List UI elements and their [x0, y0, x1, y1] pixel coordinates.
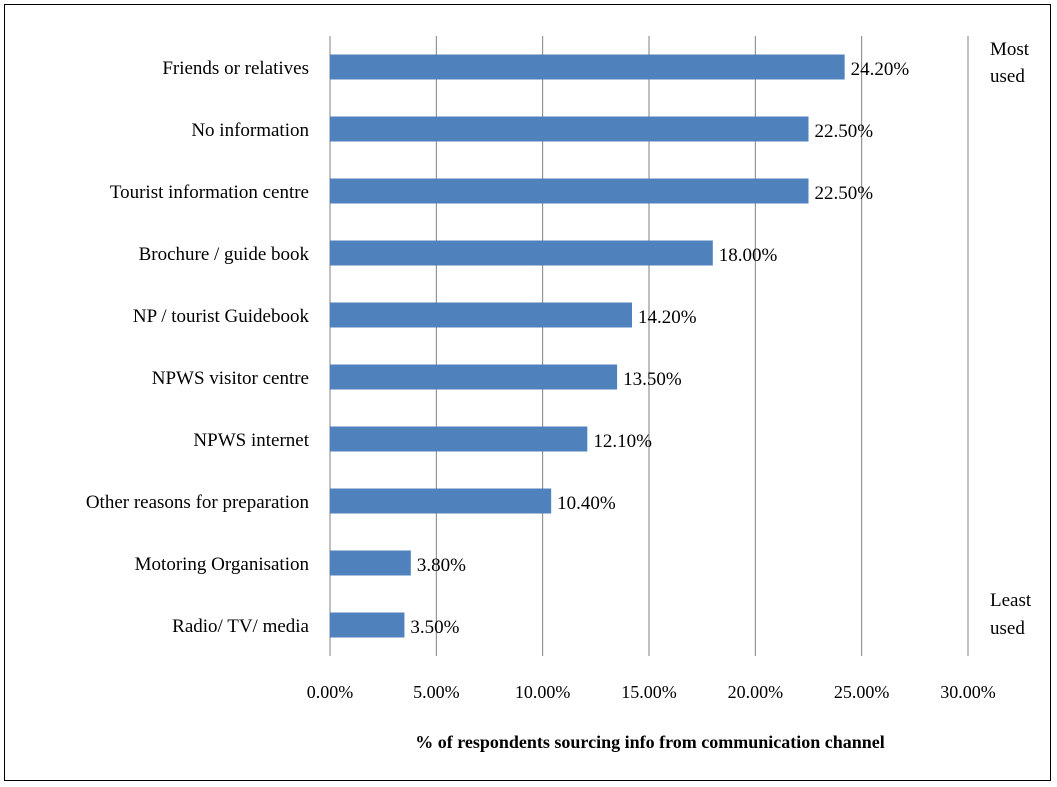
value-label-6: 12.10% — [593, 431, 652, 452]
category-labels: Friends or relatives No information Touris… — [86, 58, 310, 637]
value-label-5: 13.50% — [623, 369, 682, 390]
x-tick-label-3: 15.00% — [621, 682, 677, 702]
x-tick-labels: 0.00% 5.00% 10.00% 15.00% 20.00% 25.00% 30.00% — [307, 682, 996, 702]
value-label-3: 18.00% — [719, 245, 778, 266]
bar-0 — [330, 55, 845, 80]
category-label-8: Motoring Organisation — [135, 554, 310, 575]
annotation-most: Most — [990, 39, 1030, 60]
value-label-7: 10.40% — [557, 493, 616, 514]
x-tick-label-4: 20.00% — [728, 682, 784, 702]
category-label-9: Radio/ TV/ media — [172, 616, 309, 637]
bar-2 — [330, 179, 809, 204]
bar-9 — [330, 613, 404, 638]
category-label-7: Other reasons for preparation — [86, 492, 310, 513]
value-label-9: 3.50% — [410, 617, 459, 638]
value-label-0: 24.20% — [851, 59, 910, 80]
x-tick-label-5: 25.00% — [834, 682, 890, 702]
bar-3 — [330, 241, 713, 266]
x-tick-label-0: 0.00% — [307, 682, 354, 702]
category-label-1: No information — [191, 120, 309, 141]
bar-7 — [330, 489, 551, 514]
value-label-8: 3.80% — [417, 555, 466, 576]
x-axis-label: % of respondents sourcing info from comm… — [415, 732, 885, 752]
bar-4 — [330, 303, 632, 328]
bar-5 — [330, 365, 617, 390]
bar-8 — [330, 551, 411, 576]
category-label-3: Brochure / guide book — [139, 244, 310, 265]
bar-6 — [330, 427, 587, 452]
annotation-most-used: used — [990, 66, 1025, 87]
value-label-2: 22.50% — [815, 183, 874, 204]
annotation-least-used: used — [990, 618, 1025, 639]
category-label-2: Tourist information centre — [110, 182, 309, 203]
x-tick-label-1: 5.00% — [413, 682, 460, 702]
value-label-1: 22.50% — [815, 121, 874, 142]
category-label-0: Friends or relatives — [162, 58, 309, 79]
category-label-5: NPWS visitor centre — [152, 368, 309, 389]
value-labels: 24.20% 22.50% 22.50% 18.00% 14.20% 13.50% 12.1… — [410, 59, 909, 638]
bar-1 — [330, 117, 809, 142]
annotation-least: Least — [990, 590, 1032, 611]
x-tick-label-2: 10.00% — [515, 682, 571, 702]
category-label-6: NPWS internet — [193, 430, 309, 451]
bars — [330, 55, 845, 638]
value-label-4: 14.20% — [638, 307, 697, 328]
category-label-4: NP / tourist Guidebook — [133, 306, 310, 327]
x-tick-label-6: 30.00% — [940, 682, 996, 702]
